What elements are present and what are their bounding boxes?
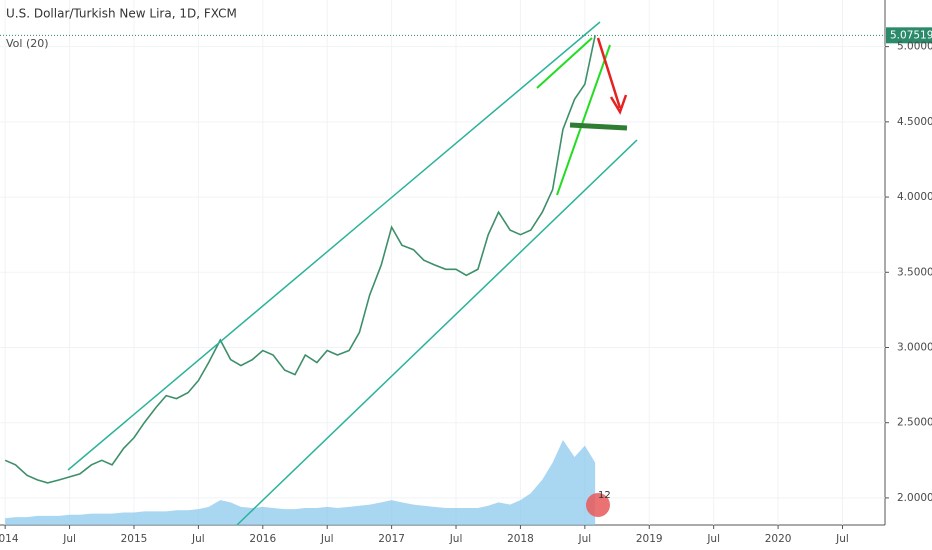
support-line — [569, 122, 628, 131]
arrow-head — [609, 94, 628, 115]
last-price-label: 5.07519 — [890, 29, 932, 41]
chart-title: U.S. Dollar/Turkish New Lira, 1D, FXCM — [6, 7, 237, 21]
x-tick-label: Jul — [191, 533, 205, 545]
x-tick-label: Jul — [706, 533, 720, 545]
volume-label: Vol (20) — [6, 37, 49, 50]
event-icon — [586, 493, 610, 517]
x-tick-label: 2016 — [249, 533, 276, 545]
x-tick-label: Jul — [320, 533, 334, 545]
marks — [0, 0, 885, 525]
y-tick-label: 3.50000 — [897, 266, 932, 278]
last-price-box — [886, 27, 932, 44]
x-tick-label: 2014 — [0, 533, 19, 545]
y-tick-label: 2.50000 — [897, 417, 932, 429]
price-line — [4, 35, 596, 484]
x-tick-label: Jul — [835, 533, 849, 545]
x-tick-label: 2018 — [507, 533, 534, 545]
y-tick-label: 4.50000 — [897, 116, 932, 128]
arrow — [596, 37, 622, 109]
lower-channel — [236, 139, 638, 526]
x-tick-label: Jul — [578, 533, 592, 545]
x-tick-label: Jul — [62, 533, 76, 545]
x-tick-label: 2020 — [765, 533, 792, 545]
x-tick-label: 2015 — [121, 533, 148, 545]
x-tick-label: 2019 — [636, 533, 663, 545]
x-tick-label: 2017 — [378, 533, 405, 545]
volume-area — [5, 440, 596, 525]
trend-line — [556, 44, 611, 196]
x-tick-label: Jul — [449, 533, 463, 545]
trend-line — [536, 37, 593, 89]
event-badge: 12 — [598, 490, 611, 501]
upper-channel — [67, 21, 601, 471]
drawings — [67, 21, 638, 526]
